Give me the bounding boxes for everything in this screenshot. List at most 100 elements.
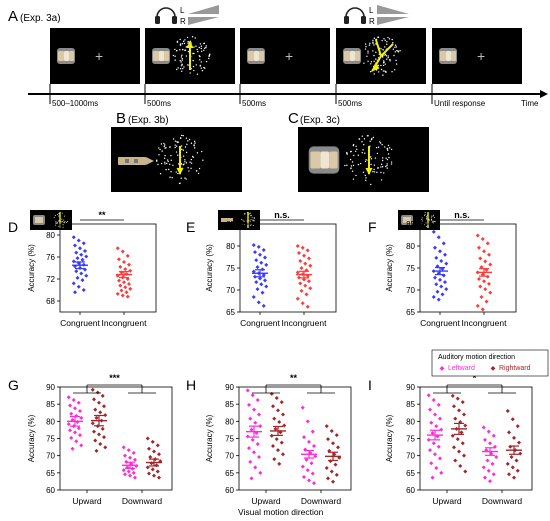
dot: [180, 134, 183, 137]
data-point: [128, 455, 132, 460]
y-tick-label: 90: [225, 383, 234, 392]
data-point: [115, 291, 120, 296]
data-point: [245, 434, 250, 439]
dot: [387, 153, 390, 155]
dot: [385, 70, 387, 73]
dot: [182, 149, 185, 151]
data-point: [458, 463, 463, 468]
data-point: [102, 404, 106, 409]
panel-b-letter: B: [116, 110, 126, 127]
data-point: [434, 424, 439, 429]
data-point: [307, 256, 311, 261]
data-point: [66, 422, 71, 427]
dot: [388, 38, 391, 40]
data-group: [505, 409, 523, 480]
data-point: [127, 281, 131, 286]
headphone-icon: [155, 7, 177, 24]
data-point: [455, 396, 460, 401]
dot-field: [156, 134, 204, 185]
trial-frame: [336, 28, 426, 84]
dot: [200, 47, 202, 50]
dot: [179, 43, 182, 45]
data-point: [450, 393, 455, 398]
data-point: [508, 444, 513, 449]
dot: [157, 163, 159, 166]
data-point: [258, 470, 263, 475]
chart-g: G 60 65 70 75 80 85 90 Accuracy (%) Upward Downwar…: [8, 373, 173, 506]
dot: [371, 137, 373, 140]
dot: [389, 58, 391, 61]
dot: [354, 150, 357, 152]
y-tick-label: 65: [225, 469, 234, 478]
dot: [387, 56, 389, 59]
data-point: [436, 297, 441, 302]
x-tick-label: Incongruent: [102, 318, 148, 328]
data-point: [478, 256, 483, 261]
data-point: [273, 426, 278, 431]
boat-icon: [118, 157, 154, 165]
dot: [170, 159, 172, 162]
data-point: [310, 429, 315, 434]
dot: [362, 149, 364, 151]
dot: [349, 158, 352, 161]
data-point: [69, 435, 74, 440]
data-point: [133, 475, 137, 480]
dot: [394, 44, 397, 46]
data-point: [66, 395, 71, 400]
data-point: [121, 468, 126, 473]
dot: [373, 73, 375, 75]
dot: [185, 137, 188, 139]
x-tick-label: Downward: [301, 496, 341, 506]
data-point: [505, 409, 510, 414]
dot: [187, 40, 189, 43]
y-tick-label: 60: [46, 486, 55, 495]
svg-text:+: +: [285, 48, 293, 64]
data-point: [457, 449, 461, 454]
dot: [380, 166, 382, 168]
data-point: [507, 430, 511, 435]
data-point: [279, 440, 284, 445]
data-point: [98, 410, 103, 415]
dot: [370, 61, 373, 63]
dot: [179, 44, 182, 46]
dot: [203, 47, 206, 49]
dot: [205, 45, 207, 47]
dot: [365, 46, 367, 48]
dot: [192, 156, 194, 158]
y-tick-label: 75: [406, 264, 415, 273]
data-point: [486, 429, 491, 434]
data-point: [257, 455, 261, 460]
data-point: [433, 275, 437, 280]
data-point: [444, 261, 449, 266]
dot: [208, 55, 210, 58]
dot: [199, 43, 202, 45]
dot: [203, 49, 205, 51]
panel-b: B (Exp. 3b): [111, 110, 242, 192]
data-point: [155, 469, 160, 474]
data-point: [488, 479, 492, 484]
data-point: [512, 435, 516, 440]
data-point: [247, 402, 251, 407]
data-point: [264, 262, 269, 267]
dot: [387, 55, 389, 57]
timeline-arrowhead: [540, 90, 548, 98]
dot: [187, 50, 190, 53]
data-point: [79, 271, 84, 276]
chart-h: H 60 65 70 75 80 85 90 Accuracy (%) Upward Downwar…: [186, 373, 352, 506]
dot: [183, 42, 186, 45]
dot: [190, 162, 193, 164]
time-label: 500ms: [338, 99, 362, 108]
dot: [202, 159, 204, 161]
data-point: [494, 455, 499, 460]
data-point: [255, 398, 260, 403]
dot: [167, 168, 170, 171]
data-point: [93, 438, 98, 443]
dot: [193, 46, 195, 48]
dot: [197, 50, 199, 53]
data-point: [276, 408, 280, 413]
dot: [196, 73, 199, 75]
dot: [209, 53, 211, 55]
dot: [198, 167, 201, 170]
dot: [391, 71, 393, 73]
dot: [381, 39, 383, 42]
